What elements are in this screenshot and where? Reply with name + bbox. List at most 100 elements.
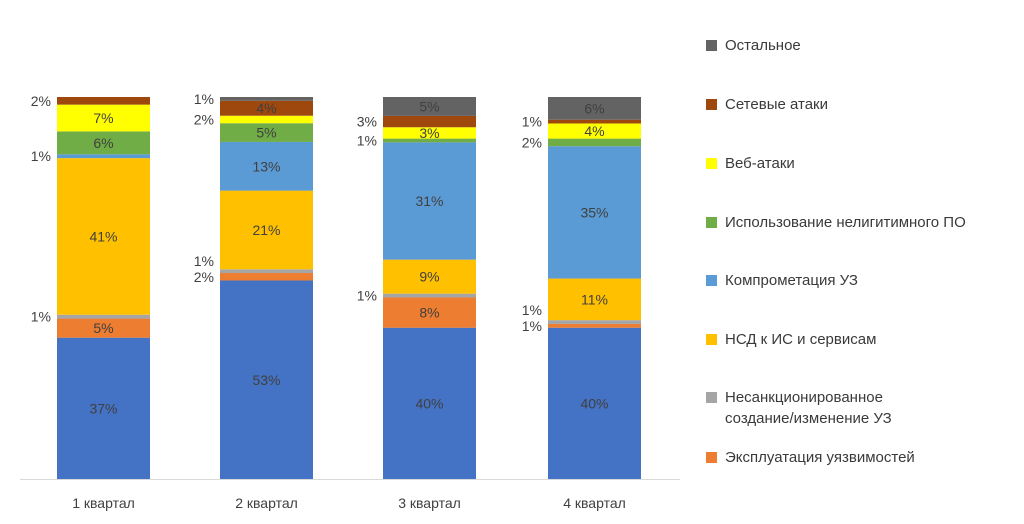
- bar-data-label: 31%: [415, 193, 443, 209]
- legend-label: Эксплуатация уязвимостей: [725, 449, 915, 466]
- bar-data-label: 7%: [93, 110, 113, 126]
- side-data-label: 2%: [31, 93, 51, 109]
- side-data-label: 1%: [522, 318, 542, 334]
- legend-item: Остальное: [706, 35, 801, 56]
- bar-segment: [57, 97, 150, 105]
- bar-data-label: 13%: [252, 158, 280, 174]
- legend-swatch: [706, 158, 717, 169]
- bar-segment: [57, 154, 150, 159]
- bar-segment: [548, 278, 641, 321]
- legend-swatch: [706, 452, 717, 463]
- legend-item: Веб-атаки: [706, 153, 795, 174]
- bar-data-label: 8%: [419, 305, 439, 321]
- side-data-label: 1%: [31, 309, 51, 325]
- bar-data-label: 4%: [256, 100, 276, 116]
- bar-segment: [57, 337, 150, 479]
- bar-data-label: 9%: [419, 269, 439, 285]
- bar-segment: [548, 123, 641, 139]
- bar-segment: [383, 327, 476, 479]
- bar-segment: [383, 138, 476, 143]
- bar-data-label: 5%: [419, 98, 439, 114]
- side-data-label: 1%: [31, 148, 51, 164]
- legend-label: Остальное: [725, 37, 801, 54]
- legend-swatch: [706, 40, 717, 51]
- bar-data-label: 3%: [419, 125, 439, 141]
- bar-data-label: 37%: [89, 400, 117, 416]
- side-data-label: 1%: [357, 132, 377, 148]
- side-data-label: 1%: [522, 114, 542, 130]
- bar-data-label: 6%: [584, 100, 604, 116]
- bar-segment: [383, 115, 476, 128]
- bar-data-label: 11%: [581, 291, 608, 307]
- bar-segment: [383, 293, 476, 298]
- legend-label: Использование нелигитимного ПО: [725, 214, 966, 231]
- bar-segment: [220, 141, 313, 191]
- bar-data-label: 40%: [580, 395, 608, 411]
- x-tick-label: 1 квартал: [72, 495, 135, 511]
- bar-segment: [548, 320, 641, 324]
- x-tick-label: 3 квартал: [398, 495, 461, 511]
- legend-label: НСД к ИС и сервисам: [725, 331, 877, 348]
- bar-segment: [57, 131, 150, 155]
- legend-item: Несанкционированное создание/изменение У…: [706, 387, 892, 429]
- bar-segment: [220, 280, 313, 479]
- legend-swatch: [706, 392, 717, 403]
- bar-segment: [383, 97, 476, 116]
- bar-segment: [57, 104, 150, 132]
- bar-segment: [220, 97, 313, 101]
- bar-segment: [220, 123, 313, 142]
- side-data-label: 3%: [357, 114, 377, 130]
- side-data-label: 1%: [522, 302, 542, 318]
- bar-segment: [548, 327, 641, 479]
- side-data-label: 1%: [357, 288, 377, 304]
- bar-segment: [220, 100, 313, 116]
- bar-data-label: 53%: [252, 372, 280, 388]
- bar-segment: [220, 190, 313, 270]
- bar-segment: [383, 297, 476, 328]
- bar-data-label: 4%: [584, 123, 604, 139]
- bar-segment: [383, 127, 476, 139]
- bar-segment: [548, 97, 641, 120]
- bar-segment: [220, 269, 313, 274]
- chart-legend: Остальное Сетевые атаки Веб-атаки Использов…: [706, 0, 1024, 524]
- bar-data-label: 40%: [415, 395, 443, 411]
- bar-segment: [57, 318, 150, 338]
- legend-swatch: [706, 99, 717, 110]
- bar-segment: [220, 273, 313, 281]
- bar-segment: [220, 115, 313, 124]
- bar-data-label: 5%: [93, 320, 113, 336]
- legend-swatch: [706, 334, 717, 345]
- side-data-label: 2%: [522, 134, 542, 150]
- legend-item: Компрометация УЗ: [706, 270, 858, 291]
- legend-swatch: [706, 275, 717, 286]
- legend-item: Использование нелигитимного ПО: [706, 212, 966, 233]
- legend-label: Веб-атаки: [725, 155, 795, 172]
- bar-segment: [548, 146, 641, 279]
- legend-label: Сетевые атаки: [725, 96, 828, 113]
- bar-segment: [548, 119, 641, 124]
- side-data-label: 1%: [194, 253, 214, 269]
- legend-item: Эксплуатация уязвимостей: [706, 447, 915, 468]
- legend-label: Несанкционированное создание/изменение У…: [725, 389, 892, 427]
- bar-data-label: 21%: [252, 222, 280, 238]
- side-data-label: 2%: [194, 111, 214, 127]
- side-data-label: 1%: [194, 91, 214, 107]
- legend-item: НСД к ИС и сервисам: [706, 329, 876, 350]
- bar-data-label: 41%: [89, 228, 117, 244]
- legend-item: Сетевые атаки: [706, 94, 828, 115]
- bar-segment: [383, 259, 476, 294]
- side-data-label: 2%: [194, 269, 214, 285]
- bar-segment: [548, 323, 641, 328]
- legend-swatch: [706, 217, 717, 228]
- bar-data-label: 5%: [256, 125, 276, 141]
- bar-segment: [548, 138, 641, 147]
- stacked-bar-chart: 37%5%41%6%7%1%1%2%1 квартал53%21%13%5%4%…: [20, 91, 680, 511]
- bar-data-label: 35%: [580, 204, 608, 220]
- legend-label: Компрометация УЗ: [725, 272, 858, 289]
- bar-segment: [57, 314, 150, 319]
- bar-data-label: 6%: [93, 135, 113, 151]
- x-tick-label: 2 квартал: [235, 495, 298, 511]
- bar-segment: [383, 142, 476, 260]
- bar-segment: [57, 158, 150, 315]
- x-tick-label: 4 квартал: [563, 495, 626, 511]
